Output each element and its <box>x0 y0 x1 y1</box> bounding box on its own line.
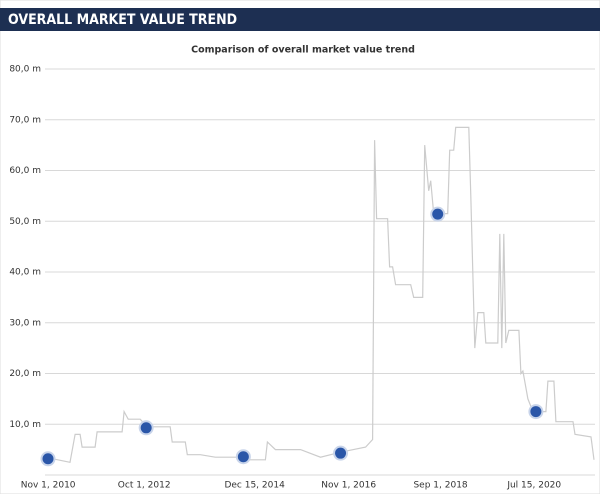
x-tick-label: Nov 1, 2010 <box>21 481 76 491</box>
x-tick-label: Nov 1, 2016 <box>321 481 376 491</box>
x-tick-label: Oct 1, 2012 <box>118 481 171 491</box>
y-tick-label: 60,0 m <box>9 166 41 176</box>
y-tick-label: 40,0 m <box>9 268 41 278</box>
series-line <box>44 126 595 464</box>
chart-title: OVERALL MARKET VALUE TREND <box>8 12 237 28</box>
y-tick-label: 50,0 m <box>9 217 41 227</box>
y-tick-label: 80,0 m <box>9 65 41 75</box>
y-tick-label: 20,0 m <box>9 369 41 379</box>
x-tick-label: Jul 15, 2020 <box>506 481 561 491</box>
club-marker <box>235 449 251 465</box>
y-tick-label: 10,0 m <box>9 420 41 430</box>
club-marker <box>40 451 56 467</box>
chart-subtitle: Comparison of overall market value trend <box>191 45 415 56</box>
x-tick-label: Dec 15, 2014 <box>224 481 285 491</box>
y-tick-label: 30,0 m <box>9 318 41 328</box>
header-bar <box>0 8 600 31</box>
y-tick-label: 70,0 m <box>9 115 41 125</box>
club-marker <box>333 445 349 461</box>
club-marker <box>138 420 154 436</box>
club-marker <box>430 206 446 222</box>
club-marker <box>528 404 544 420</box>
x-tick-label: Sep 1, 2018 <box>413 481 467 491</box>
